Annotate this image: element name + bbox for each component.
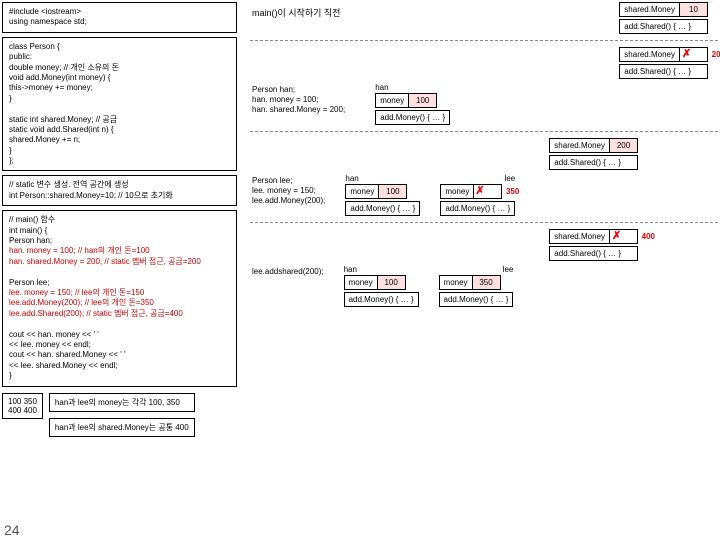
shared-money-val: ✗ 10 200 xyxy=(680,47,708,62)
code-line: void add.Money(int money) { xyxy=(9,73,230,83)
add-money-method: add.Money() { … } xyxy=(344,292,419,307)
stage-1: main()이 시작하기 직전 shared.Money 10 add.Shar… xyxy=(250,2,718,34)
code-line: << lee. money << endl; xyxy=(9,340,230,350)
shared-money-label: shared.Money xyxy=(619,47,680,62)
divider xyxy=(250,222,718,223)
add-money-method: add.Money() { … } xyxy=(439,292,514,307)
code-block-3: // static 변수 생성. 전역 공간에 생성 int Person::s… xyxy=(2,175,237,206)
lee-money-overlay: 350 xyxy=(506,187,519,196)
code-line: Person han; xyxy=(9,236,230,246)
page-number: 24 xyxy=(4,522,20,538)
code-line: Person lee; xyxy=(9,278,230,288)
add-money-method: add.Money() { … } xyxy=(440,201,515,216)
code-line: shared.Money += n; xyxy=(9,135,230,145)
money-label: money xyxy=(345,184,379,199)
shared-money-label: shared.Money xyxy=(619,2,680,17)
lee-money-val: 350 xyxy=(473,275,501,290)
code-line: using namespace std; xyxy=(9,17,230,27)
add-shared-method: add.Shared() { … } xyxy=(549,246,638,261)
code-line: this->money += money; xyxy=(9,83,230,93)
note-a: han과 lee의 money는 각각 100, 350 xyxy=(49,393,195,412)
lee-label: lee xyxy=(440,174,515,183)
add-shared-method: add.Shared() { … } xyxy=(619,19,708,34)
code-line: static void add.Shared(int n) { xyxy=(9,125,230,135)
code-line: int main() { xyxy=(9,226,230,236)
right-column: main()이 시작하기 직전 shared.Money 10 add.Shar… xyxy=(250,2,718,307)
stage-3: shared.Money 200 add.Shared() { … } Pers… xyxy=(250,138,718,216)
code-line: } xyxy=(9,146,230,156)
code-line: lee. money = 150; // lee의 개인 돈=150 xyxy=(9,288,230,298)
code-block-1: #include <iostream> using namespace std; xyxy=(2,2,237,33)
money-label: money xyxy=(375,93,409,108)
code-block-4: // main() 함수 int main() { Person han; ha… xyxy=(2,210,237,386)
han-label: han xyxy=(344,265,419,274)
shared-money-val: ✗ 200 400 xyxy=(610,229,638,244)
add-shared-method: add.Shared() { … } xyxy=(549,155,638,170)
note-b: han과 lee의 shared.Money는 공통 400 xyxy=(49,418,195,437)
x-icon: ✗ xyxy=(682,47,691,60)
lee-money-val: ✗ 150 350 xyxy=(474,184,502,199)
stage-3-snippet: Person lee; lee. money = 150; lee.add.Mo… xyxy=(252,176,325,206)
shared-money-label: shared.Money xyxy=(549,229,610,244)
code-line: // static 변수 생성. 전역 공간에 생성 xyxy=(9,180,230,190)
code-line: }; xyxy=(9,156,230,166)
money-label: money xyxy=(439,275,473,290)
han-money-val: 100 xyxy=(409,93,437,108)
stage-2-snippet: Person han; han. money = 100; han. share… xyxy=(252,85,345,115)
code-line: } xyxy=(9,94,230,104)
han-money-val: 100 xyxy=(378,275,406,290)
han-label: han xyxy=(375,83,450,92)
code-block-2: class Person { public: double money; // … xyxy=(2,37,237,172)
add-money-method: add.Money() { … } xyxy=(345,201,420,216)
money-label: money xyxy=(440,184,474,199)
add-money-method: add.Money() { … } xyxy=(375,110,450,125)
money-label: money xyxy=(344,275,378,290)
shared-money-overlay: 400 xyxy=(642,232,655,241)
x-icon: ✗ xyxy=(612,229,621,242)
shared-money-overlay: 200 xyxy=(712,50,720,59)
code-line: // main() 함수 xyxy=(9,215,230,225)
code-line: double money; // 개인 소유의 돈 xyxy=(9,63,230,73)
add-shared-method: add.Shared() { … } xyxy=(619,64,708,79)
code-line: #include <iostream> xyxy=(9,7,230,17)
stage-4: shared.Money ✗ 200 400 add.Shared() { … … xyxy=(250,229,718,307)
stage-4-snippet: lee.addshared(200); xyxy=(252,267,324,277)
shared-money-val: 10 xyxy=(680,2,708,17)
stage-1-title: main()이 시작하기 직전 xyxy=(252,6,340,19)
code-line: han. money = 100; // han의 개인 돈=100 xyxy=(9,246,230,256)
shared-money-label: shared.Money xyxy=(549,138,610,153)
code-line: han. shared.Money = 200; // static 멤버 접근… xyxy=(9,257,230,267)
lee-label: lee xyxy=(439,265,514,274)
code-line: lee.add.Shared(200); // static 멤버 접근, 공금… xyxy=(9,309,230,319)
left-column: #include <iostream> using namespace std;… xyxy=(2,2,237,437)
x-icon: ✗ xyxy=(475,184,484,197)
code-line: lee.add.Money(200); // lee의 개인 돈=350 xyxy=(9,298,230,308)
code-line: class Person { xyxy=(9,42,230,52)
code-line: public: xyxy=(9,52,230,62)
code-line: int Person::shared.Money=10; // 10으로 초기화 xyxy=(9,191,230,201)
code-line: cout << han. money << ' ' xyxy=(9,330,230,340)
divider xyxy=(250,131,718,132)
han-label: han xyxy=(345,174,420,183)
han-money-val: 100 xyxy=(379,184,407,199)
output-box: 100 350 400 400 xyxy=(2,393,43,419)
code-line: << lee. shared.Money << endl; xyxy=(9,361,230,371)
code-line: } xyxy=(9,371,230,381)
shared-money-val: 200 xyxy=(610,138,638,153)
divider xyxy=(250,40,718,41)
code-line: static int shared.Money; // 공금 xyxy=(9,115,230,125)
stage-2: shared.Money ✗ 10 200 add.Shared() { … }… xyxy=(250,47,718,125)
code-line: cout << han. shared.Money << ' ' xyxy=(9,350,230,360)
